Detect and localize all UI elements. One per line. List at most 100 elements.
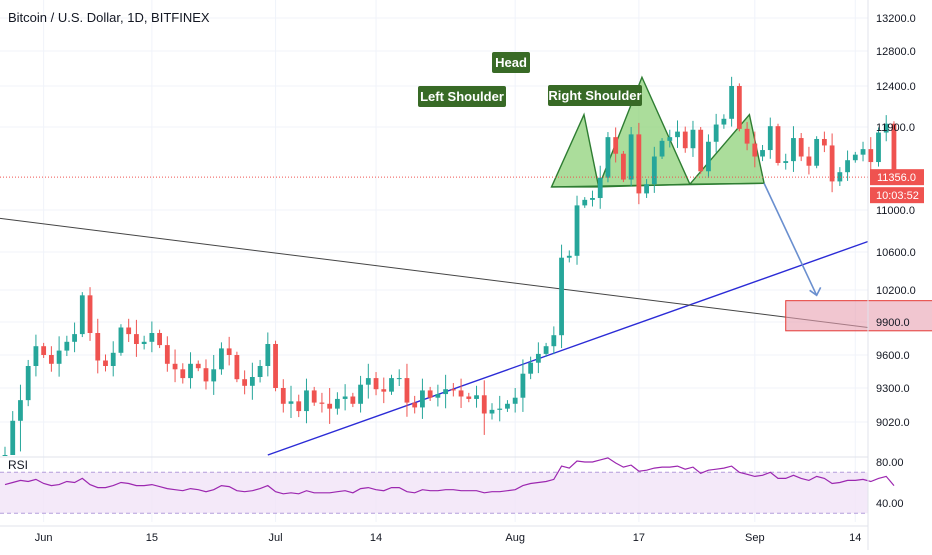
candle-body <box>358 384 363 404</box>
trendlines <box>0 217 869 456</box>
candle-body <box>164 345 170 364</box>
candle-body <box>636 134 642 194</box>
candle-body <box>265 344 271 366</box>
rsi-indicator-label[interactable]: RSI <box>8 458 29 472</box>
candle-body <box>249 377 255 386</box>
candle-body <box>33 346 39 366</box>
candle-body <box>203 368 209 382</box>
candle-body <box>10 420 16 455</box>
candle-body <box>505 403 510 409</box>
candle-body <box>682 131 688 149</box>
time-tick-label: Jul <box>269 532 283 544</box>
price-tick-label: 9900.0 <box>876 317 910 329</box>
candles <box>2 76 897 456</box>
overlay: Left Shoulder Head Right Shoulder <box>0 52 932 332</box>
candle-body <box>141 341 147 344</box>
grid <box>0 0 868 522</box>
candle-body <box>798 138 804 157</box>
candle-body <box>551 335 557 347</box>
candle-body <box>435 394 441 398</box>
candle-body <box>744 128 750 144</box>
candle-body <box>644 184 649 194</box>
left-shoulder-callout-box <box>418 86 506 107</box>
candle-body <box>396 378 402 380</box>
candle-body <box>87 295 93 333</box>
right-shoulder-callout: Right Shoulder <box>548 85 642 106</box>
target-zone <box>785 300 932 332</box>
candle-body <box>280 388 286 404</box>
candle-body <box>752 143 758 157</box>
candle-body <box>195 363 201 369</box>
candle-body <box>829 145 835 182</box>
candle-body <box>219 348 224 370</box>
support-trendline <box>267 240 869 456</box>
candle-body <box>319 402 325 404</box>
candle-body <box>79 295 85 335</box>
candle-body <box>64 341 70 351</box>
candle-body <box>729 86 735 119</box>
candle-body <box>157 333 162 346</box>
candle-body <box>783 161 789 163</box>
resistance-trendline <box>0 217 869 328</box>
candle-body <box>590 198 595 200</box>
candle-body <box>659 140 665 157</box>
candle-body <box>760 150 765 157</box>
time-tick-label: Sep <box>745 532 765 544</box>
candle-body <box>791 138 796 162</box>
left-shoulder-shape <box>550 112 600 188</box>
candle-body <box>72 334 77 342</box>
candle-body <box>450 389 456 391</box>
candle-body <box>95 333 101 361</box>
candle-body <box>25 366 31 401</box>
candle-body <box>296 401 302 412</box>
right-shoulder-callout-text: Right Shoulder <box>548 88 641 103</box>
candle-body <box>845 160 850 173</box>
candle-body <box>126 327 132 335</box>
rsi-tick-label: 80.00 <box>876 457 904 469</box>
candle-body <box>103 360 108 366</box>
rsi-line <box>4 457 895 495</box>
candle-body <box>458 390 464 397</box>
price-badge-text: 11356.0 <box>877 172 916 184</box>
projection-arrow <box>763 182 818 296</box>
candle-body <box>559 257 564 336</box>
price-tick-label: 10200.0 <box>876 285 916 297</box>
candle-body <box>273 344 278 388</box>
countdown-badge <box>870 187 924 204</box>
candle-body <box>404 378 410 403</box>
candle-body <box>110 352 116 366</box>
candle-body <box>211 369 217 382</box>
candle-body <box>497 408 503 410</box>
candle-body <box>814 138 820 166</box>
candle-body <box>821 138 827 146</box>
price-tick-label: 13200.0 <box>876 13 916 25</box>
candle-body <box>574 205 580 256</box>
candle-body <box>41 346 47 355</box>
candle-body <box>481 395 487 414</box>
candle-body <box>18 400 23 421</box>
candle-body <box>605 137 611 178</box>
candle-body <box>698 129 704 172</box>
candle-body <box>365 378 371 385</box>
candle-body <box>582 199 588 206</box>
candle-body <box>420 390 425 408</box>
candle-body <box>257 366 263 377</box>
candle-body <box>837 172 843 182</box>
candle-body <box>512 397 518 404</box>
price-tick-label: 9020.0 <box>876 417 910 429</box>
candle-body <box>188 363 193 379</box>
candle-body <box>520 373 526 398</box>
candle-body <box>327 403 333 409</box>
neckline <box>551 182 765 188</box>
candle-body <box>234 355 240 380</box>
time-tick-label: 17 <box>633 532 645 544</box>
candle-body <box>767 126 773 151</box>
left-shoulder-callout: Left Shoulder <box>418 86 506 107</box>
price-tick-label: 9300.0 <box>876 383 910 395</box>
candle-body <box>721 118 727 125</box>
right-shoulder-callout-box <box>548 85 642 106</box>
candle-body <box>675 131 680 138</box>
candle-body <box>621 153 626 180</box>
